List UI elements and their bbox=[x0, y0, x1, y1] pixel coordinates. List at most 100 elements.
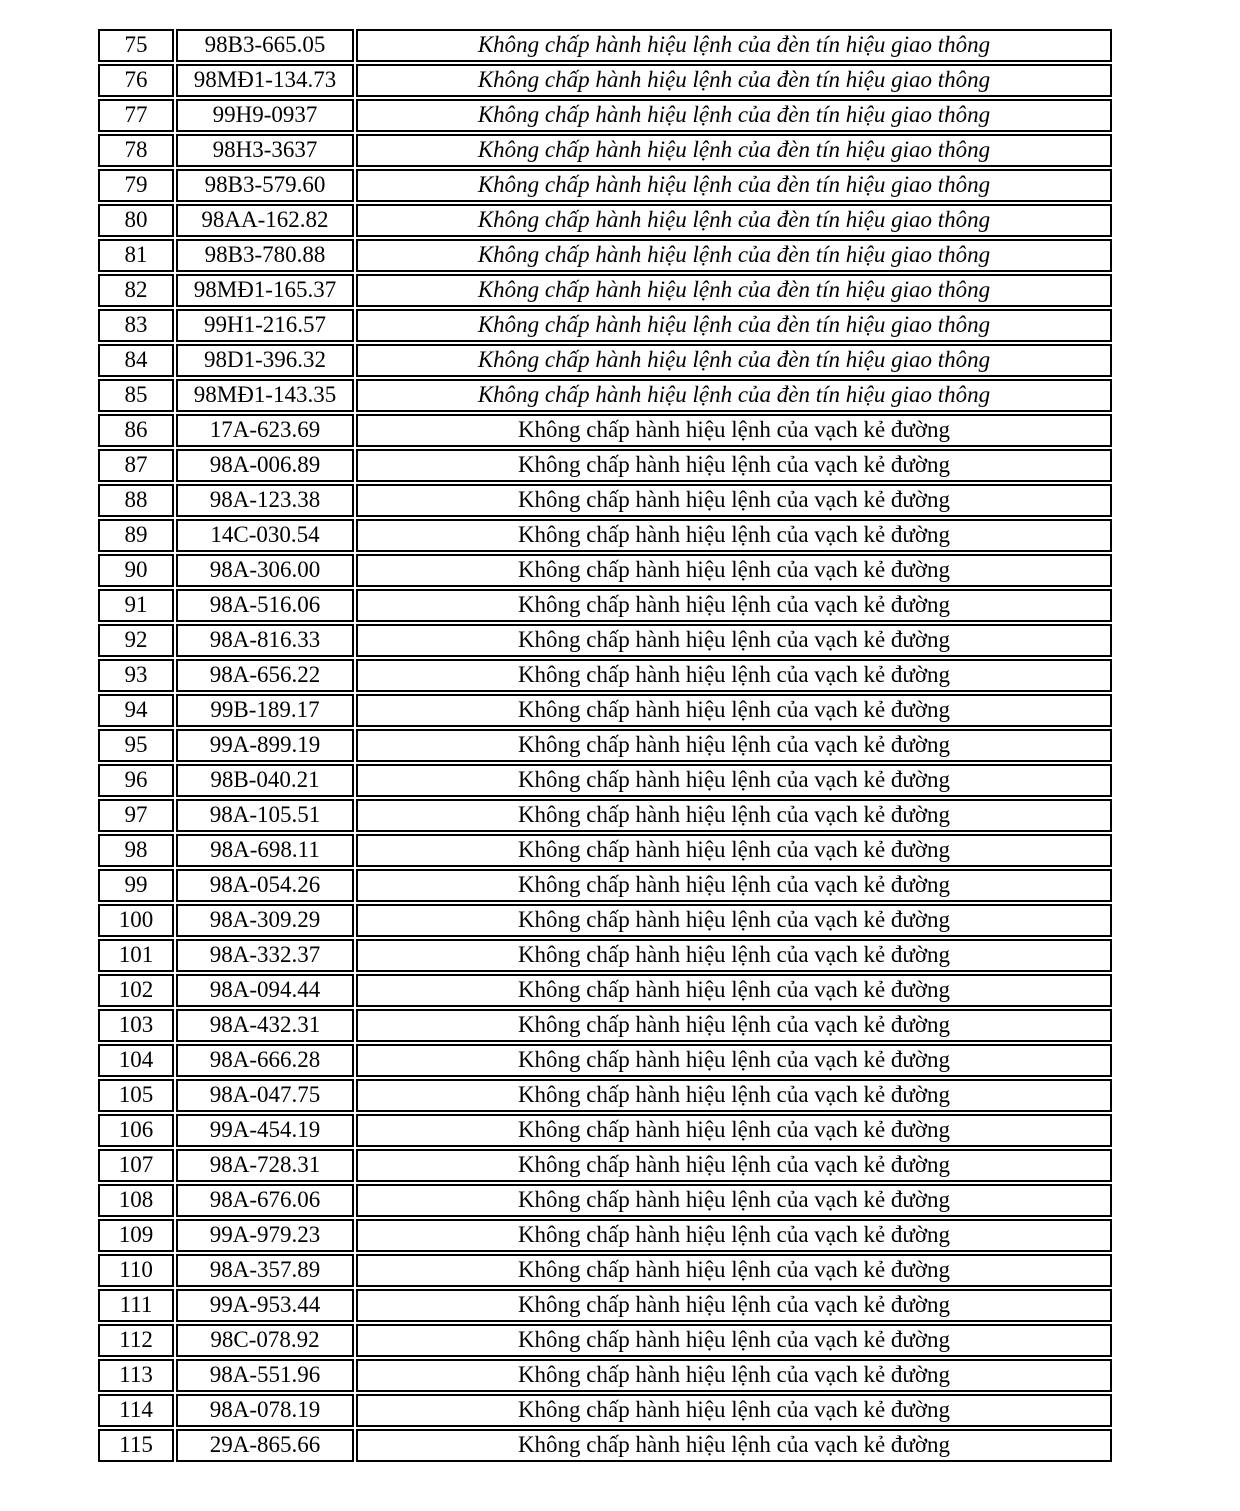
plate-cell: 98B3-579.60 bbox=[176, 169, 354, 202]
violation-cell: Không chấp hành hiệu lệnh của vạch kẻ đư… bbox=[356, 449, 1112, 482]
plate-cell: 99A-899.19 bbox=[176, 729, 354, 762]
row-number-cell: 106 bbox=[98, 1114, 174, 1147]
table-row: 89 14C-030.54 Không chấp hành hiệu lệnh củ… bbox=[98, 519, 1112, 552]
plate-cell: 98A-094.44 bbox=[176, 974, 354, 1007]
violation-cell: Không chấp hành hiệu lệnh của đèn tín hi… bbox=[356, 99, 1112, 132]
row-number-cell: 83 bbox=[98, 309, 174, 342]
violation-cell: Không chấp hành hiệu lệnh của vạch kẻ đư… bbox=[356, 519, 1112, 552]
row-number-cell: 88 bbox=[98, 484, 174, 517]
plate-cell: 98B3-780.88 bbox=[176, 239, 354, 272]
plate-cell: 98AA-162.82 bbox=[176, 204, 354, 237]
plate-cell: 98A-698.11 bbox=[176, 834, 354, 867]
table-row: 94 99B-189.17 Không chấp hành hiệu lệnh củ… bbox=[98, 694, 1112, 727]
plate-cell: 98A-666.28 bbox=[176, 1044, 354, 1077]
table-row: 81 98B3-780.88 Không chấp hành hiệu lệnh c… bbox=[98, 239, 1112, 272]
table-row: 85 98MĐ1-143.35 Không chấp hành hiệu lệnh … bbox=[98, 379, 1112, 412]
table-row: 82 98MĐ1-165.37 Không chấp hành hiệu lệnh … bbox=[98, 274, 1112, 307]
table-row: 78 98H3-3637 Không chấp hành hiệu lệnh của… bbox=[98, 134, 1112, 167]
row-number-cell: 99 bbox=[98, 869, 174, 902]
row-number-cell: 76 bbox=[98, 64, 174, 97]
plate-cell: 98A-306.00 bbox=[176, 554, 354, 587]
violation-cell: Không chấp hành hiệu lệnh của vạch kẻ đư… bbox=[356, 939, 1112, 972]
row-number-cell: 85 bbox=[98, 379, 174, 412]
row-number-cell: 109 bbox=[98, 1219, 174, 1252]
row-number-cell: 77 bbox=[98, 99, 174, 132]
row-number-cell: 102 bbox=[98, 974, 174, 1007]
violation-cell: Không chấp hành hiệu lệnh của vạch kẻ đư… bbox=[356, 1184, 1112, 1217]
violation-cell: Không chấp hành hiệu lệnh của vạch kẻ đư… bbox=[356, 1394, 1112, 1427]
plate-cell: 98A-123.38 bbox=[176, 484, 354, 517]
plate-cell: 98A-332.37 bbox=[176, 939, 354, 972]
violation-cell: Không chấp hành hiệu lệnh của vạch kẻ đư… bbox=[356, 799, 1112, 832]
plate-cell: 98A-551.96 bbox=[176, 1359, 354, 1392]
violation-cell: Không chấp hành hiệu lệnh của đèn tín hi… bbox=[356, 344, 1112, 377]
plate-cell: 99H1-216.57 bbox=[176, 309, 354, 342]
plate-cell: 98A-006.89 bbox=[176, 449, 354, 482]
violation-cell: Không chấp hành hiệu lệnh của vạch kẻ đư… bbox=[356, 1079, 1112, 1112]
table-row: 84 98D1-396.32 Không chấp hành hiệu lệnh c… bbox=[98, 344, 1112, 377]
plate-cell: 98A-105.51 bbox=[176, 799, 354, 832]
violation-cell: Không chấp hành hiệu lệnh của đèn tín hi… bbox=[356, 29, 1112, 62]
table-row: 76 98MĐ1-134.73 Không chấp hành hiệu lệnh … bbox=[98, 64, 1112, 97]
plate-cell: 98D1-396.32 bbox=[176, 344, 354, 377]
plate-cell: 14C-030.54 bbox=[176, 519, 354, 552]
row-number-cell: 91 bbox=[98, 589, 174, 622]
row-number-cell: 103 bbox=[98, 1009, 174, 1042]
violation-cell: Không chấp hành hiệu lệnh của vạch kẻ đư… bbox=[356, 904, 1112, 937]
plate-cell: 98A-728.31 bbox=[176, 1149, 354, 1182]
plate-cell: 99H9-0937 bbox=[176, 99, 354, 132]
violation-cell: Không chấp hành hiệu lệnh của đèn tín hi… bbox=[356, 204, 1112, 237]
row-number-cell: 84 bbox=[98, 344, 174, 377]
violation-cell: Không chấp hành hiệu lệnh của vạch kẻ đư… bbox=[356, 589, 1112, 622]
violation-cell: Không chấp hành hiệu lệnh của vạch kẻ đư… bbox=[356, 1359, 1112, 1392]
table-row: 93 98A-656.22 Không chấp hành hiệu lệnh củ… bbox=[98, 659, 1112, 692]
row-number-cell: 114 bbox=[98, 1394, 174, 1427]
table-row: 77 99H9-0937 Không chấp hành hiệu lệnh của… bbox=[98, 99, 1112, 132]
table-row: 108 98A-676.06 Không chấp hành hiệu lệnh c… bbox=[98, 1184, 1112, 1217]
row-number-cell: 97 bbox=[98, 799, 174, 832]
violation-cell: Không chấp hành hiệu lệnh của đèn tín hi… bbox=[356, 239, 1112, 272]
plate-cell: 29A-865.66 bbox=[176, 1429, 354, 1462]
table-row: 112 98C-078.92 Không chấp hành hiệu lệnh c… bbox=[98, 1324, 1112, 1357]
row-number-cell: 90 bbox=[98, 554, 174, 587]
plate-cell: 98C-078.92 bbox=[176, 1324, 354, 1357]
plate-cell: 98MĐ1-165.37 bbox=[176, 274, 354, 307]
row-number-cell: 80 bbox=[98, 204, 174, 237]
violation-cell: Không chấp hành hiệu lệnh của vạch kẻ đư… bbox=[356, 1044, 1112, 1077]
plate-cell: 98MĐ1-134.73 bbox=[176, 64, 354, 97]
violation-cell: Không chấp hành hiệu lệnh của vạch kẻ đư… bbox=[356, 1289, 1112, 1322]
row-number-cell: 89 bbox=[98, 519, 174, 552]
violation-cell: Không chấp hành hiệu lệnh của đèn tín hi… bbox=[356, 309, 1112, 342]
table-row: 115 29A-865.66 Không chấp hành hiệu lệnh c… bbox=[98, 1429, 1112, 1462]
violation-cell: Không chấp hành hiệu lệnh của vạch kẻ đư… bbox=[356, 694, 1112, 727]
violation-cell: Không chấp hành hiệu lệnh của đèn tín hi… bbox=[356, 274, 1112, 307]
table-row: 104 98A-666.28 Không chấp hành hiệu lệnh c… bbox=[98, 1044, 1112, 1077]
plate-cell: 99A-454.19 bbox=[176, 1114, 354, 1147]
plate-cell: 98A-357.89 bbox=[176, 1254, 354, 1287]
row-number-cell: 79 bbox=[98, 169, 174, 202]
table-row: 103 98A-432.31 Không chấp hành hiệu lệnh c… bbox=[98, 1009, 1112, 1042]
table-row: 92 98A-816.33 Không chấp hành hiệu lệnh củ… bbox=[98, 624, 1112, 657]
row-number-cell: 95 bbox=[98, 729, 174, 762]
row-number-cell: 100 bbox=[98, 904, 174, 937]
violation-cell: Không chấp hành hiệu lệnh của vạch kẻ đư… bbox=[356, 1219, 1112, 1252]
plate-cell: 99A-979.23 bbox=[176, 1219, 354, 1252]
row-number-cell: 87 bbox=[98, 449, 174, 482]
violation-cell: Không chấp hành hiệu lệnh của vạch kẻ đư… bbox=[356, 1149, 1112, 1182]
row-number-cell: 101 bbox=[98, 939, 174, 972]
table-row: 86 17A-623.69 Không chấp hành hiệu lệnh củ… bbox=[98, 414, 1112, 447]
violation-cell: Không chấp hành hiệu lệnh của vạch kẻ đư… bbox=[356, 834, 1112, 867]
plate-cell: 98A-078.19 bbox=[176, 1394, 354, 1427]
plate-cell: 98A-047.75 bbox=[176, 1079, 354, 1112]
row-number-cell: 86 bbox=[98, 414, 174, 447]
table-row: 107 98A-728.31 Không chấp hành hiệu lệnh c… bbox=[98, 1149, 1112, 1182]
table-row: 109 99A-979.23 Không chấp hành hiệu lệnh c… bbox=[98, 1219, 1112, 1252]
row-number-cell: 92 bbox=[98, 624, 174, 657]
table-row: 111 99A-953.44 Không chấp hành hiệu lệnh c… bbox=[98, 1289, 1112, 1322]
table-row: 90 98A-306.00 Không chấp hành hiệu lệnh củ… bbox=[98, 554, 1112, 587]
table-row: 97 98A-105.51 Không chấp hành hiệu lệnh củ… bbox=[98, 799, 1112, 832]
table-row: 113 98A-551.96 Không chấp hành hiệu lệnh c… bbox=[98, 1359, 1112, 1392]
table-row: 114 98A-078.19 Không chấp hành hiệu lệnh c… bbox=[98, 1394, 1112, 1427]
table-row: 87 98A-006.89 Không chấp hành hiệu lệnh củ… bbox=[98, 449, 1112, 482]
row-number-cell: 108 bbox=[98, 1184, 174, 1217]
